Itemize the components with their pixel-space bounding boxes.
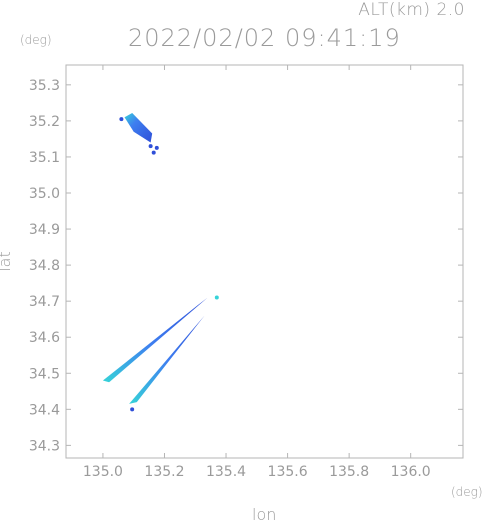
y-tick-label: 34.6 [29,330,60,346]
x-tick-label: 136.0 [391,464,431,480]
y-unit-label: (deg) [20,33,52,47]
y-tick-label: 34.9 [29,222,60,238]
data-point [130,407,135,412]
x-tick-label: 135.4 [206,464,246,480]
y-tick-label: 34.5 [29,366,60,382]
altitude-label: ALT(km) 2.0 [358,0,465,20]
y-tick-label: 34.7 [29,294,60,310]
timestamp: 2022/02/02 09:41:19 [128,24,401,52]
data-point [214,295,219,300]
x-tick-label: 135.0 [83,464,123,480]
data-point [119,117,124,122]
y-tick-label: 34.8 [29,258,60,274]
plot-frame [65,64,464,459]
north-cluster [124,113,153,143]
x-tick-label: 135.2 [144,464,184,480]
y-tick-label: 35.1 [29,150,60,166]
data-point [154,145,159,150]
echo-streak-2 [129,315,205,404]
echo-streak-1 [102,297,208,383]
x-axis-label: lon [252,505,277,524]
data-point [151,150,156,155]
y-tick-label: 34.3 [29,438,60,454]
data-point [148,144,153,149]
y-tick-label: 35.2 [29,114,60,130]
x-tick-label: 135.8 [329,464,369,480]
y-tick-label: 35.3 [29,78,60,94]
x-unit-label: (deg) [451,485,483,499]
y-tick-label: 35.0 [29,186,60,202]
y-tick-label: 34.4 [29,402,60,418]
x-tick-label: 135.6 [268,464,308,480]
